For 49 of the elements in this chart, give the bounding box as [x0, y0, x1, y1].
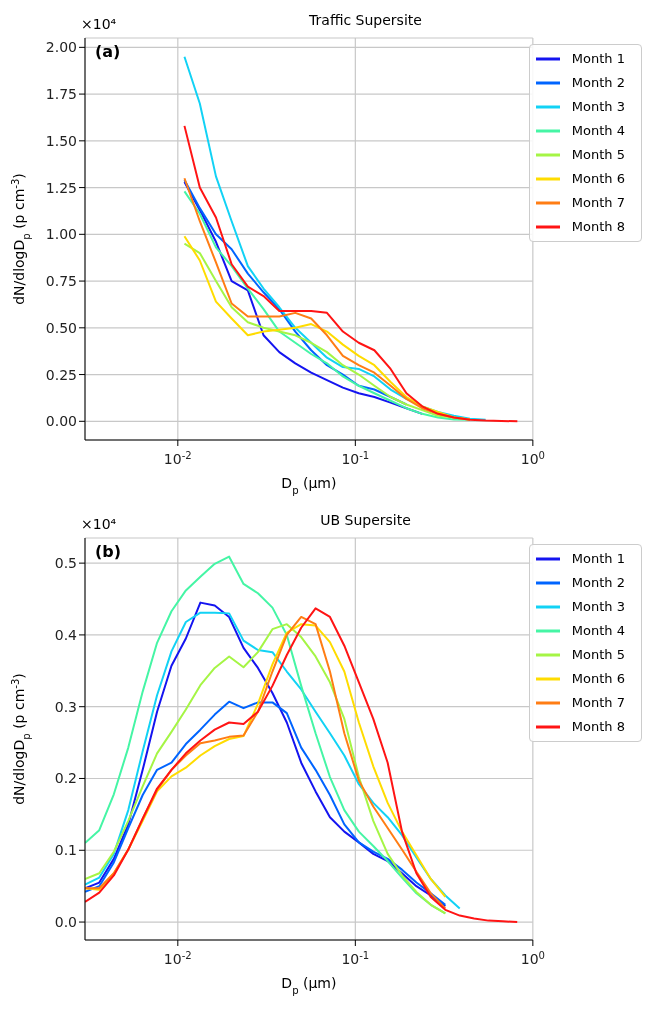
annotation: (a) [95, 42, 121, 61]
legend-label: Month 2 [571, 74, 625, 90]
y-tick-label: 0.50 [45, 319, 77, 336]
text: ×10⁴ [81, 516, 117, 532]
legend-label: Month 5 [571, 646, 625, 662]
x-tick-label: 10$^{0}$ [520, 449, 545, 467]
y-tick-label: 0.00 [45, 413, 77, 430]
x-tick-label: 10$^{0}$ [520, 949, 545, 967]
legend-label: Month 7 [571, 194, 625, 210]
legend-label: Month 8 [571, 218, 625, 234]
legend-label: Month 1 [571, 550, 625, 566]
legend-label: Month 8 [571, 718, 625, 734]
line-series [85, 700, 447, 906]
x-tick-label: 10$^{-1}$ [341, 449, 370, 467]
chart-title: Traffic Supersite [309, 12, 422, 28]
text: ×10⁴ [81, 16, 117, 32]
legend-label: Month 4 [571, 122, 625, 138]
legend-label: Month 7 [571, 694, 625, 710]
line-series [183, 55, 487, 421]
y-tick-label: 0.1 [54, 842, 77, 859]
legend-label: Month 6 [571, 170, 625, 186]
y-tick-label: 0.25 [45, 366, 77, 383]
y-tick-label: 0.75 [45, 273, 77, 290]
y-tick-label: 1.75 [45, 86, 77, 103]
legend-label: Month 1 [571, 50, 625, 66]
chart-title: UB Supersite [320, 512, 411, 528]
x-tick-label: 10$^{-1}$ [341, 949, 370, 967]
x-tick-label: 10$^{-2}$ [163, 449, 192, 467]
line-series [183, 124, 519, 423]
legend-label: Month 4 [571, 622, 625, 638]
x-axis-title: D$_{p}$ (μm) [281, 975, 337, 996]
annotation: (b) [95, 542, 122, 561]
line-series [85, 607, 519, 924]
y-tick-label: 1.25 [45, 179, 77, 196]
y-tick-label: 1.00 [45, 226, 77, 243]
y-tick-label: 0.4 [54, 626, 78, 643]
x-axis-title: D$_{p}$ (μm) [281, 475, 337, 496]
y-tick-label: 2.00 [45, 39, 77, 56]
x-tick-label: 10$^{-2}$ [163, 949, 192, 967]
legend-label: Month 3 [571, 598, 625, 614]
y-tick-label: 1.50 [45, 132, 77, 149]
legend-label: Month 2 [571, 574, 625, 590]
legend-label: Month 6 [571, 670, 625, 686]
y-tick-label: 0.2 [54, 770, 77, 787]
legend-label: Month 5 [571, 146, 625, 162]
legend-label: Month 3 [571, 98, 625, 114]
y-tick-label: 0.3 [54, 698, 77, 715]
y-tick-label: 0.5 [54, 555, 77, 572]
y-tick-label: 0.0 [54, 914, 77, 931]
